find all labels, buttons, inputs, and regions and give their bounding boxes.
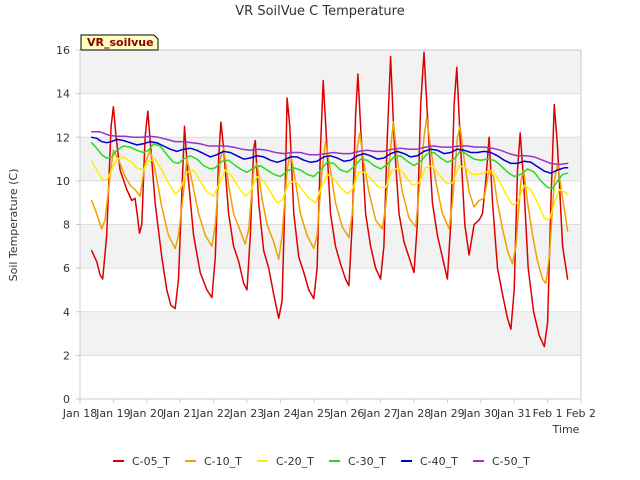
y-tick-label: 16	[56, 44, 70, 57]
x-tick-label: Jan 28	[396, 407, 431, 420]
axes	[76, 49, 582, 403]
series-line-c-05-t	[90, 51, 569, 348]
y-tick-label: 6	[63, 262, 70, 275]
x-axis-label: Time	[552, 423, 580, 436]
y-tick-label: 2	[63, 349, 70, 362]
y-tick-label: 0	[63, 393, 70, 406]
station-tag-box	[80, 34, 159, 51]
x-tick-label: Jan 27	[362, 407, 397, 420]
x-tick-label: Jan 20	[129, 407, 164, 420]
x-tick-label: Feb 1	[533, 407, 563, 420]
x-tick-label: Jan 24	[262, 407, 297, 420]
legend-label: C-05_T	[132, 455, 170, 468]
x-tick-label: Jan 23	[229, 407, 264, 420]
legend-label: C-20_T	[276, 455, 314, 468]
x-tick-label: Jan 22	[195, 407, 230, 420]
y-tick-label: 4	[63, 306, 70, 319]
station-tag: VR_soilvue	[80, 34, 159, 51]
y-tick-label: 14	[56, 88, 70, 101]
legend-label: C-30_T	[348, 455, 386, 468]
legend: C-05_T C-10_T C-20_T C-30_T C-40_T C-50_T	[113, 455, 530, 468]
y-axis-label: Soil Temperature (C)	[7, 169, 20, 282]
x-tick-label: Jan 21	[162, 407, 197, 420]
legend-label: C-10_T	[204, 455, 242, 468]
x-tick-label: Jan 19	[95, 407, 130, 420]
legend-item-c-30-t: C-30_T	[329, 455, 386, 468]
legend-item-c-05-t: C-05_T	[113, 455, 170, 468]
grid-band	[80, 311, 581, 356]
legend-item-c-10-t: C-10_T	[185, 455, 242, 468]
station-tag-text: VR_soilvue	[87, 36, 154, 49]
x-tick-label: Jan 25	[296, 407, 331, 420]
y-tick-labels: 0 2 4 6 8 10 12 14 16	[56, 44, 70, 406]
x-tick-label: Jan 30	[463, 407, 498, 420]
legend-item-c-40-t: C-40_T	[401, 455, 458, 468]
series-line-c-50-t	[90, 131, 569, 166]
y-tick-label: 8	[63, 219, 70, 232]
series-line-c-20-t	[90, 156, 569, 221]
x-tick-label: Feb 2	[566, 407, 596, 420]
series-line-c-10-t	[90, 116, 569, 285]
x-tick-label: Jan 29	[429, 407, 464, 420]
x-tick-label: Jan 26	[329, 407, 364, 420]
legend-item-c-50-t: C-50_T	[473, 455, 530, 468]
chart-title: VR SoilVue C Temperature	[235, 4, 404, 19]
y-tick-label: 12	[56, 131, 70, 144]
legend-label: C-50_T	[492, 455, 530, 468]
series-line-c-30-t	[90, 141, 569, 190]
y-tick-label: 10	[56, 175, 70, 188]
x-tick-label: Jan 18	[62, 407, 97, 420]
x-tick-label: Jan 31	[496, 407, 531, 420]
grid-band	[80, 50, 581, 94]
legend-label: C-40_T	[420, 455, 458, 468]
series-line-c-40-t	[90, 136, 569, 174]
legend-item-c-20-t: C-20_T	[257, 455, 314, 468]
series-layer	[90, 51, 569, 348]
